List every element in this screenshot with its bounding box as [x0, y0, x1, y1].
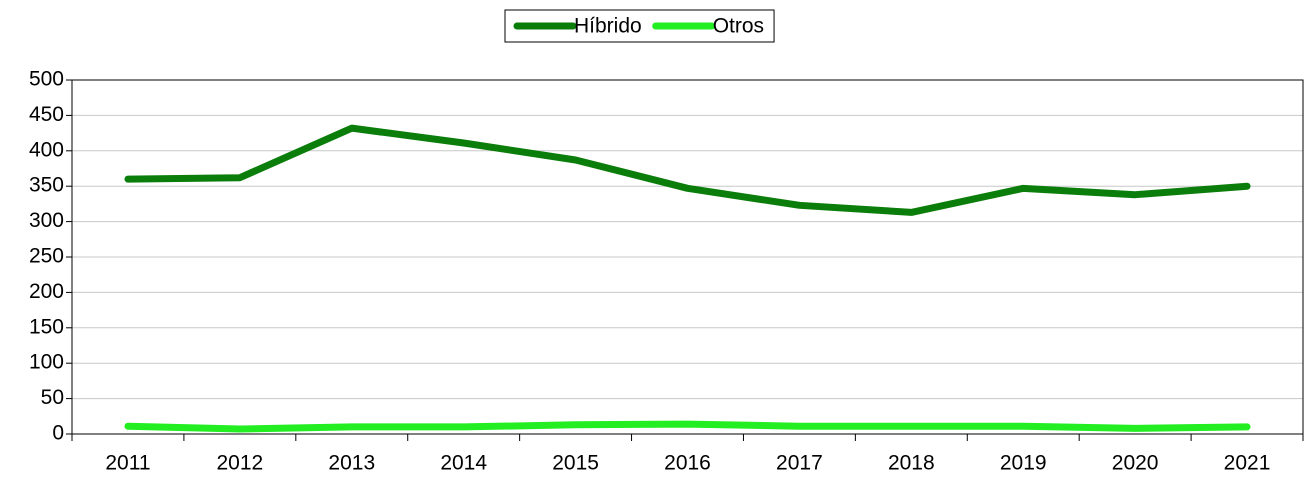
legend-box [504, 9, 775, 43]
x-tick-label: 2011 [105, 452, 150, 475]
series-line [124, 124, 1251, 216]
y-tick-label: 50 [41, 386, 64, 409]
x-tick-label: 2018 [888, 452, 935, 475]
x-tick-label: 2014 [440, 452, 487, 475]
y-tick-label: 200 [29, 280, 64, 303]
x-tick-label: 2017 [776, 452, 823, 475]
x-tick-label: 2021 [1224, 452, 1271, 475]
x-tick-label: 2015 [552, 452, 599, 475]
x-tick-label: 2016 [664, 452, 711, 475]
y-tick-label: 150 [29, 315, 64, 338]
legend-label: Híbrido [574, 15, 642, 38]
y-tick-label: 100 [29, 351, 64, 374]
y-tick-label: 300 [29, 209, 64, 232]
series-line [124, 420, 1251, 433]
y-tick-label: 350 [29, 174, 64, 197]
x-tick-label: 2013 [328, 452, 375, 475]
y-tick-label: 250 [29, 245, 64, 268]
legend-label: Otros [713, 15, 764, 38]
y-tick-label: 400 [29, 138, 64, 161]
y-tick-label: 450 [29, 103, 64, 126]
y-tick-label: 0 [52, 422, 64, 445]
y-tick-label: 500 [29, 68, 64, 91]
x-tick-label: 2012 [217, 452, 264, 475]
x-tick-label: 2019 [1000, 452, 1047, 475]
plot-frame [71, 79, 1304, 435]
x-tick-label: 2020 [1112, 452, 1159, 475]
